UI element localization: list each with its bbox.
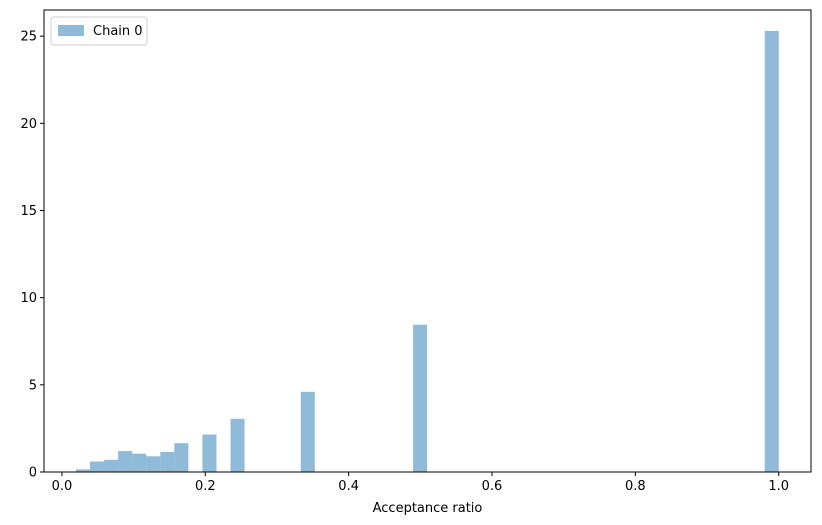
histogram-bar xyxy=(104,459,119,472)
x-tick-label: 0.0 xyxy=(52,479,73,494)
x-tick-label: 1.0 xyxy=(768,479,789,494)
legend: Chain 0 xyxy=(50,16,148,46)
histogram-bar xyxy=(160,451,175,472)
histogram-bar xyxy=(202,434,217,472)
histogram-bar xyxy=(413,324,428,472)
histogram-bar xyxy=(146,456,161,472)
x-axis-ticks: 0.0 0.2 0.4 0.6 0.8 1.0 xyxy=(52,472,789,494)
histogram-bar xyxy=(230,418,245,472)
legend-box xyxy=(50,16,148,46)
y-axis-ticks: 0 5 10 15 20 25 xyxy=(20,30,44,481)
x-axis-label: Acceptance ratio xyxy=(373,501,483,516)
x-tick-label: 0.2 xyxy=(195,479,216,494)
x-tick-label: 0.8 xyxy=(625,479,646,494)
histogram-bar xyxy=(75,469,91,472)
histogram-bar xyxy=(132,453,147,472)
histogram-bar xyxy=(174,443,189,472)
histogram-bar xyxy=(118,451,133,472)
bars xyxy=(75,30,779,473)
plot-frame xyxy=(43,9,812,473)
histogram-bar xyxy=(90,461,105,472)
y-tick-label: 15 xyxy=(20,204,37,219)
y-tick-label: 10 xyxy=(20,291,37,306)
y-tick-label: 5 xyxy=(29,378,37,393)
y-tick-label: 0 xyxy=(29,466,37,481)
histogram-bar xyxy=(300,391,315,472)
y-tick-label: 25 xyxy=(20,30,37,45)
legend-swatch xyxy=(58,25,84,36)
histogram-bar xyxy=(764,30,779,473)
y-tick-label: 20 xyxy=(20,117,37,132)
x-tick-label: 0.4 xyxy=(338,479,359,494)
x-tick-label: 0.6 xyxy=(482,479,503,494)
legend-entry-label: Chain 0 xyxy=(93,24,143,39)
